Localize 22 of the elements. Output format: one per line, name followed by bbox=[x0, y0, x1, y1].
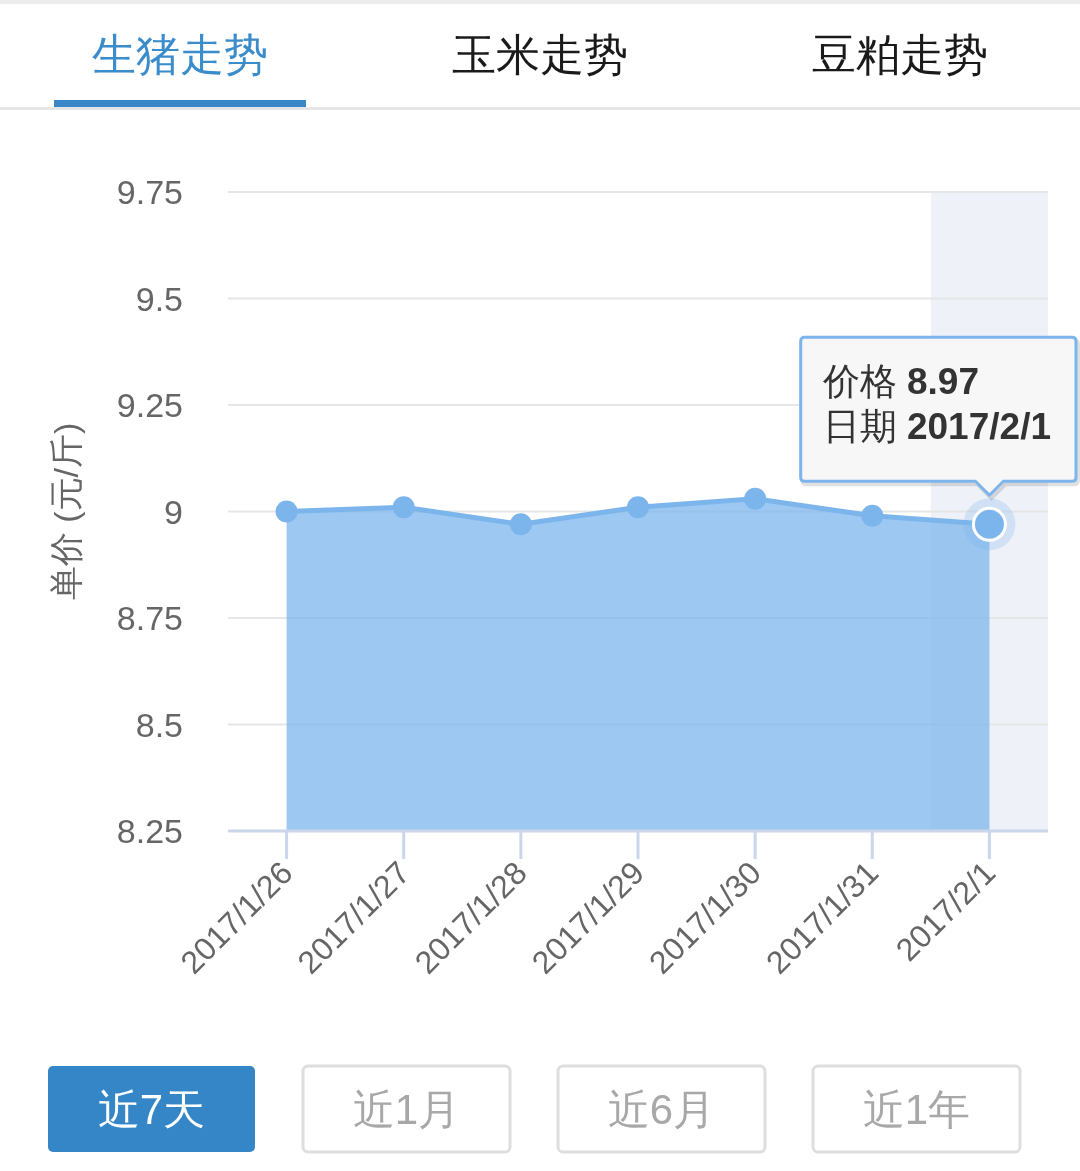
button: 近1年 bbox=[811, 1064, 1022, 1154]
y-tick-label: 9.75 bbox=[116, 173, 183, 211]
tab-label: 玉米走势 bbox=[452, 30, 628, 79]
point bbox=[861, 504, 884, 527]
button: 近7天 bbox=[48, 1066, 255, 1152]
y-tick-label: 8.75 bbox=[116, 599, 183, 637]
button: 近1月 bbox=[301, 1064, 512, 1154]
point bbox=[392, 496, 415, 519]
annotation: 价格 8.97 日期 2017/2/1 bbox=[821, 361, 1051, 448]
button: 近6月 bbox=[556, 1064, 767, 1154]
point bbox=[627, 496, 649, 519]
point bbox=[275, 500, 298, 523]
point bbox=[509, 513, 532, 536]
y-tick-label: 9.5 bbox=[135, 279, 183, 318]
y-tick-label: 8.25 bbox=[116, 812, 183, 850]
y-tick-label: 9 bbox=[164, 492, 183, 531]
y-tick-label: 8.5 bbox=[135, 705, 183, 744]
y-tick-label: 9.25 bbox=[116, 386, 183, 424]
title: 生猪走势 bbox=[92, 30, 268, 79]
point bbox=[744, 487, 767, 510]
tab-label: 豆粕走势 bbox=[812, 30, 988, 79]
y-axis-title: 单价 (元/斤) bbox=[47, 422, 85, 601]
